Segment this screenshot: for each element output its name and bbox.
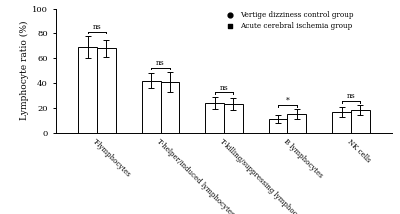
Y-axis label: Lymphocyte ratio (%): Lymphocyte ratio (%): [20, 21, 29, 120]
Bar: [160, 82, 179, 133]
Bar: [351, 110, 370, 133]
Bar: [205, 103, 224, 133]
Text: ns: ns: [156, 59, 165, 67]
Bar: [269, 119, 288, 133]
Bar: [78, 47, 97, 133]
Bar: [224, 104, 243, 133]
Bar: [332, 111, 351, 133]
Text: ns: ns: [346, 92, 355, 100]
Bar: [288, 114, 306, 133]
Text: ns: ns: [220, 84, 228, 92]
Legend: Vertige dizziness control group, Acute cerebral ischemia group: Vertige dizziness control group, Acute c…: [221, 10, 355, 31]
Bar: [142, 80, 160, 133]
Bar: [97, 48, 116, 133]
Text: *: *: [286, 96, 290, 104]
Text: ns: ns: [93, 23, 102, 31]
